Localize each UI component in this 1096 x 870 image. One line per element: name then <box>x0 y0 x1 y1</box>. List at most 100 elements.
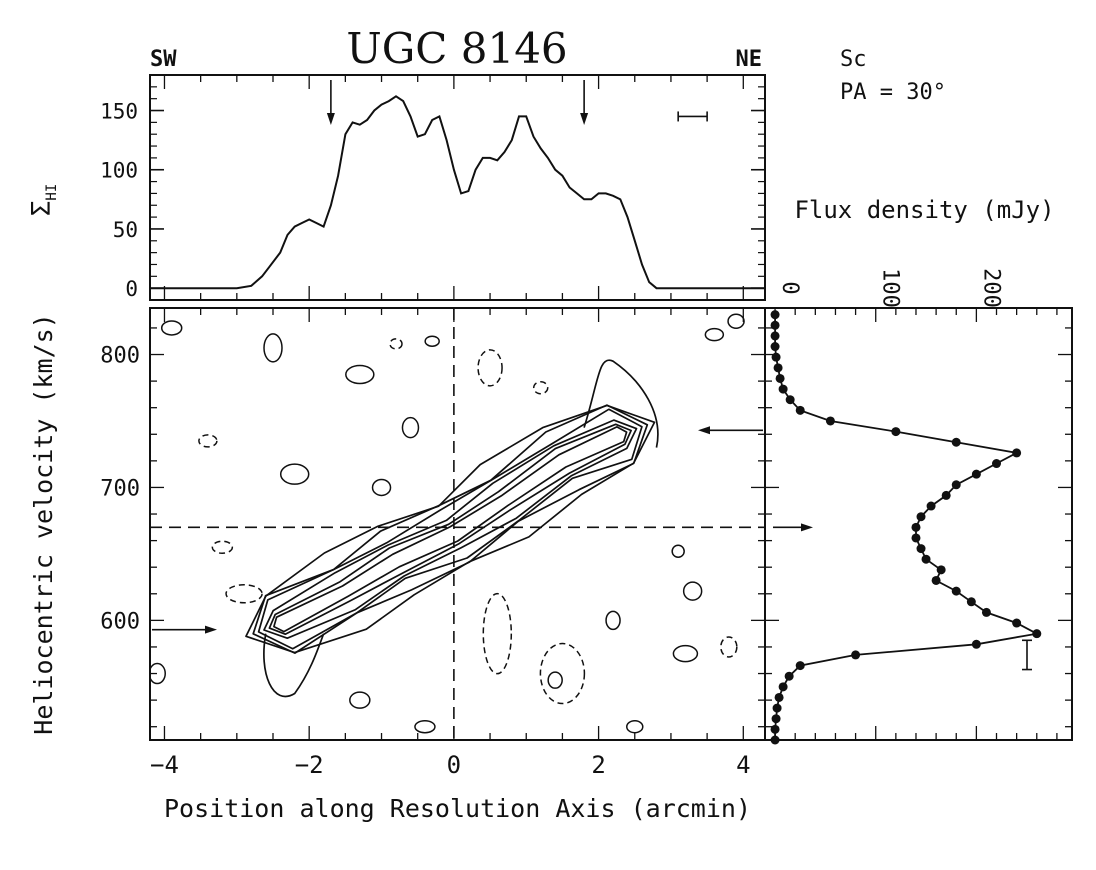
spectrum-point <box>921 554 931 564</box>
position-angle: PA = 30° <box>840 80 946 105</box>
emission-contour <box>268 423 632 636</box>
spectrum-point <box>851 650 861 660</box>
noise-contour <box>414 719 436 734</box>
noise-contour <box>626 719 644 734</box>
spectrum-point <box>941 490 951 500</box>
spectrum-point <box>936 565 946 575</box>
noise-contour <box>671 544 685 558</box>
pv-xtick-label: −4 <box>150 751 179 779</box>
pv-xtick-label: −2 <box>295 751 324 779</box>
noise-contour <box>401 416 420 439</box>
spectrum-point <box>784 671 794 681</box>
spectrum-point <box>971 469 981 479</box>
noise-contour <box>349 691 371 709</box>
pv-contours <box>150 313 745 734</box>
profile-ytick-label: 0 <box>125 277 138 301</box>
spectrum-point <box>891 427 901 437</box>
noise-contour <box>482 592 513 675</box>
noise-contour <box>389 338 403 350</box>
spectrum-point <box>772 703 782 713</box>
spectrum-point <box>795 661 805 671</box>
noise-contour <box>263 333 283 363</box>
galaxy-type: Sc <box>840 47 867 72</box>
spectrum-point <box>916 512 926 522</box>
pv-xtick-label: 4 <box>736 751 750 779</box>
emission-contour <box>263 419 638 640</box>
emission-contour <box>245 404 656 654</box>
emission-contour-extension <box>583 359 659 448</box>
pv-xtick-label: 2 <box>591 751 605 779</box>
spectrum-point <box>1012 448 1022 458</box>
spectrum-point <box>951 480 961 490</box>
ne-label: NE <box>736 47 763 72</box>
spectrum-point <box>971 639 981 649</box>
noise-contour <box>539 642 586 705</box>
noise-contour <box>704 327 725 342</box>
profile-frame <box>149 74 766 301</box>
spectrum-point <box>1032 629 1042 639</box>
noise-contour <box>727 313 745 330</box>
spectrum-point <box>773 363 783 373</box>
noise-contour <box>198 434 218 448</box>
spectrum-point <box>778 682 788 692</box>
position-velocity-panel: −4 −2 0 2 4 600 700 800 Position along Resolutio… <box>29 307 766 823</box>
spectrum-point <box>931 575 941 585</box>
systemic-velocity-arrowhead <box>801 523 813 532</box>
left-velocity-arrowhead <box>205 625 217 634</box>
spectrum-frame <box>764 307 1073 741</box>
spectrum-point <box>775 373 785 383</box>
noise-contour <box>225 584 263 604</box>
spectrum-point <box>926 501 936 511</box>
pv-ytick-label: 800 <box>100 344 140 369</box>
noise-contour <box>345 364 375 385</box>
profile-marker-arrowhead <box>580 113 589 125</box>
spectrum-point <box>916 544 926 554</box>
spectrum-point <box>770 331 780 341</box>
spectrum-point <box>770 735 780 745</box>
noise-contour <box>424 335 440 347</box>
noise-contour <box>672 644 699 663</box>
spectrum-point <box>770 320 780 330</box>
noise-contour <box>150 662 166 685</box>
noise-contour <box>547 671 563 689</box>
noise-contour <box>211 540 234 555</box>
noise-contour <box>720 636 738 658</box>
noise-contour <box>371 478 392 497</box>
spectrum-xlabel: Flux density (mJy) <box>794 196 1054 224</box>
spectrum-point <box>951 586 961 596</box>
spectrum-xtick-label: 100 <box>878 268 903 308</box>
hi-profile-line <box>150 95 765 290</box>
profile-ytick-label: 150 <box>100 100 138 124</box>
pv-ytick-label: 600 <box>100 609 140 634</box>
spectrum-point <box>770 310 780 320</box>
pv-frame <box>149 307 766 741</box>
spectrum-point <box>770 724 780 734</box>
spectrum-xtick-label: 0 <box>777 281 802 294</box>
spectrum-point <box>774 692 784 702</box>
spectrum-point <box>992 459 1002 469</box>
spectrum-point <box>951 437 961 447</box>
spectrum-point <box>778 384 788 394</box>
profile-ytick-label: 100 <box>100 159 138 183</box>
title: UGC 8146 <box>346 24 567 73</box>
spectrum-point <box>911 522 921 532</box>
pv-xtick-label: 0 <box>447 751 461 779</box>
pv-ytick-label: 700 <box>100 476 140 501</box>
spectrum-line <box>774 314 1040 740</box>
profile-marker-arrowhead <box>326 113 335 125</box>
emission-contour <box>252 404 649 654</box>
emission-contour-extension <box>263 633 325 698</box>
spectrum-point <box>795 405 805 415</box>
spectrum-point <box>785 395 795 405</box>
emission-contour <box>273 426 628 633</box>
emission-contour <box>257 408 643 650</box>
sw-label: SW <box>150 47 177 72</box>
spectrum-xtick-label: 200 <box>978 268 1003 308</box>
hi-profile-panel: 0 50 100 150 ΣHI <box>27 74 766 301</box>
noise-contour <box>605 610 621 631</box>
flux-spectrum-panel: 0 100 200 Flux density (mJy) <box>764 196 1073 745</box>
spectrum-point <box>1012 618 1022 628</box>
spectrum-point <box>966 597 976 607</box>
noise-contour <box>532 381 549 395</box>
